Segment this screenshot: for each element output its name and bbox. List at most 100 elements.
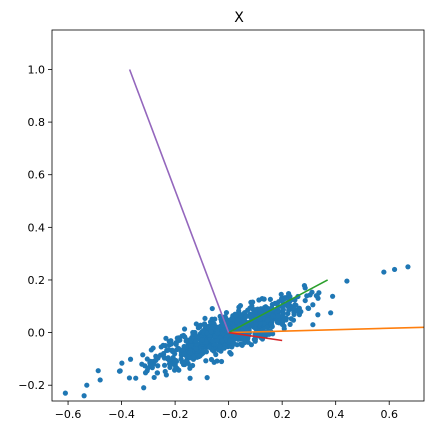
scatter-point [298, 309, 304, 315]
scatter-point [208, 356, 215, 363]
scatter-point [264, 305, 270, 311]
scatter-point [233, 312, 239, 318]
scatter-point [287, 321, 293, 327]
scatter-point [189, 362, 196, 369]
y-tick-label: 0.0 [28, 327, 46, 340]
scatter-point [209, 305, 215, 312]
scatter-point [405, 264, 411, 270]
scatter-point [285, 310, 291, 317]
scatter-point [145, 365, 151, 371]
x-tick-label: 0.0 [220, 408, 238, 421]
x-tick-label: −0.2 [162, 408, 189, 421]
scatter-point [266, 331, 272, 337]
scatter-point [180, 360, 186, 366]
x-tick-label: −0.4 [108, 408, 135, 421]
scatter-point [154, 370, 160, 376]
scatter-point [81, 393, 87, 399]
scatter-point [153, 357, 159, 363]
scatter-point [239, 342, 245, 348]
scatter-point [151, 374, 157, 381]
scatter-point [84, 382, 90, 388]
scatter-point [235, 317, 241, 323]
scatter-point [290, 305, 297, 311]
scatter-point [228, 351, 234, 357]
scatter-point [162, 343, 169, 349]
scatter-point [252, 325, 259, 332]
x-axis: −0.6 −0.4 −0.2 0.0 0.2 0.4 0.6 [55, 401, 398, 421]
scatter-point [202, 315, 208, 322]
scatter-point [155, 363, 161, 369]
scatter-point [200, 348, 206, 354]
scatter-point [344, 278, 350, 284]
scatter-point [181, 326, 188, 332]
scatter-point [230, 341, 237, 347]
scatter-point [126, 375, 133, 381]
scatter-point [237, 303, 244, 309]
scatter-point [258, 308, 264, 315]
scatter-point [381, 269, 387, 275]
scatter-point [280, 312, 286, 318]
scatter-point [179, 347, 186, 353]
scatter-point [314, 293, 320, 299]
scatter-point [163, 335, 169, 341]
scatter-point [157, 352, 164, 358]
scatter-point [97, 377, 103, 383]
x-tick-label: 0.4 [327, 408, 345, 421]
scatter-point [227, 338, 233, 344]
vector-line-4 [128, 69, 230, 333]
scatter-point [279, 297, 285, 303]
scatter-point [257, 316, 263, 322]
y-tick-label: 0.4 [28, 221, 46, 234]
scatter-point [310, 322, 316, 328]
scatter-point [150, 345, 156, 351]
y-tick-label: 0.2 [28, 274, 46, 287]
x-tick-label: 0.6 [380, 408, 398, 421]
scatter-point [269, 323, 275, 330]
scatter-point [162, 368, 168, 375]
scatter-point [62, 390, 68, 396]
scatter-point [279, 319, 286, 326]
y-axis: −0.2 0.0 0.2 0.4 0.6 0.8 1.0 [18, 63, 52, 392]
scatter-point [141, 385, 147, 391]
scatter-point [223, 309, 230, 316]
scatter-point [328, 310, 334, 316]
scatter-point [291, 311, 297, 318]
scatter-point [204, 375, 210, 381]
x-tick-label: 0.2 [273, 408, 291, 421]
scatter-point [178, 356, 184, 362]
scatter-point [221, 345, 227, 351]
scatter-point [195, 325, 201, 331]
scatter-point [310, 302, 316, 308]
scatter-point [181, 351, 188, 357]
scatter-point [171, 367, 178, 373]
scatter-point [209, 316, 215, 322]
scatter-point [179, 333, 185, 339]
scatter-point [315, 312, 321, 318]
scatter-point [229, 316, 235, 322]
scatter-point [161, 362, 168, 368]
vector-line-1 [228, 326, 424, 334]
axes-frame [51, 29, 425, 402]
scatter-point [305, 305, 312, 312]
scatter-point [199, 337, 205, 343]
scatter-point [133, 375, 139, 381]
scatter-point [127, 356, 134, 362]
scatter-point [284, 303, 291, 309]
scatter-point [285, 291, 292, 297]
scatter-point [247, 305, 253, 311]
scatter-point [193, 321, 199, 327]
scatter-point [119, 360, 125, 366]
scatter-point [142, 370, 149, 376]
scatter-point [139, 361, 145, 367]
scatter-point [330, 293, 336, 299]
scatter-point [208, 329, 214, 335]
plot-area [62, 69, 424, 399]
scatter-point [196, 353, 202, 359]
scatter-point [217, 344, 223, 350]
y-tick-label: 1.0 [28, 63, 46, 76]
scatter-point [190, 354, 196, 360]
scatter-point [250, 299, 256, 305]
scatter-point [233, 335, 239, 342]
scatter-point [193, 346, 199, 352]
